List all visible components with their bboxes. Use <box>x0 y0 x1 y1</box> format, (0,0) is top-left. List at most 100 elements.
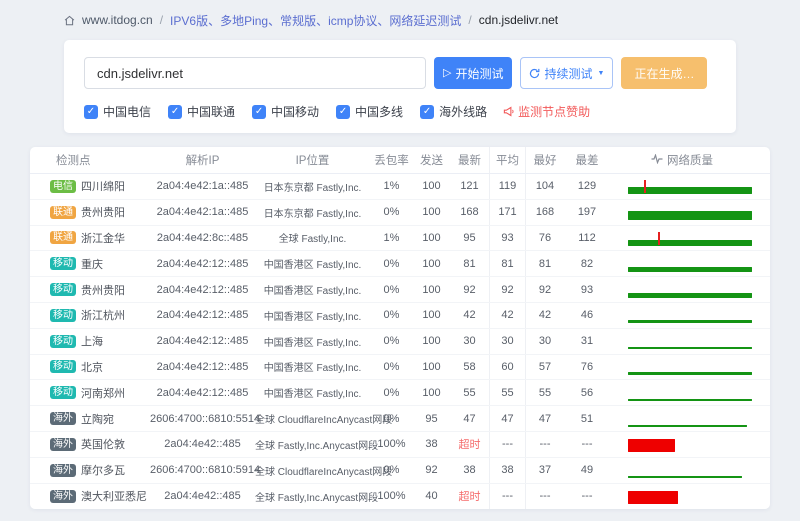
table-row: 移动贵州贵阳2a04:4e42:12::485中国香港区 Fastly,Inc.… <box>30 277 770 303</box>
quality-cell <box>610 333 754 349</box>
generating-button[interactable]: 正在生成… <box>621 57 707 89</box>
loss-rate: 0% <box>370 206 413 218</box>
checkbox-label: 中国联通 <box>187 103 235 120</box>
avg-ms: --- <box>489 484 526 510</box>
quality-cell <box>610 178 754 194</box>
checkbox-checked-icon[interactable]: ✓ <box>420 105 434 119</box>
worst-ms: 31 <box>564 335 610 347</box>
network-quality-bar <box>628 307 752 323</box>
node-location: 立陶宛 <box>81 411 114 427</box>
column-header-1: 解析IP <box>150 152 255 168</box>
resolved-ip: 2606:4700::6810:5514 <box>150 413 255 425</box>
quality-bar-fill <box>628 439 675 452</box>
table-row: 移动上海2a04:4e42:12::485中国香港区 Fastly,Inc.0%… <box>30 329 770 355</box>
quality-cell <box>610 230 754 246</box>
column-header-0: 检测点 <box>46 152 150 168</box>
latest-ms: 30 <box>450 335 489 347</box>
checkbox-checked-icon[interactable]: ✓ <box>168 105 182 119</box>
target-host-input[interactable] <box>84 57 426 89</box>
node-location: 澳大利亚悉尼 <box>81 488 147 504</box>
checkbox-checked-icon[interactable]: ✓ <box>336 105 350 119</box>
worst-ms: 49 <box>564 464 610 476</box>
checkbox-checked-icon[interactable]: ✓ <box>84 105 98 119</box>
best-ms: 92 <box>526 284 564 296</box>
sponsor-label: 监测节点赞助 <box>518 103 590 120</box>
worst-ms: 82 <box>564 258 610 270</box>
table-row: 联通贵州贵阳2a04:4e42:1a::485日本东京都 Fastly,Inc.… <box>30 200 770 226</box>
quality-bar-fill <box>628 320 752 323</box>
worst-ms: 46 <box>564 309 610 321</box>
node-cell: 海外立陶宛 <box>46 411 150 427</box>
node-cell: 移动上海 <box>46 333 150 349</box>
table-body: 电信四川绵阳2a04:4e42:1a::485日本东京都 Fastly,Inc.… <box>30 174 770 509</box>
checkbox-item-1[interactable]: ✓ 中国联通 <box>168 103 235 120</box>
checkbox-label: 中国移动 <box>271 103 319 120</box>
latest-ms: 38 <box>450 464 489 476</box>
quality-cell <box>610 359 754 375</box>
resolved-ip: 2a04:4e42::485 <box>150 490 255 502</box>
sent-count: 100 <box>413 258 450 270</box>
column-header-7: 最好 <box>526 152 564 168</box>
continuous-test-button[interactable]: 持续测试 ▼ <box>520 57 613 89</box>
network-quality-bar <box>628 462 752 478</box>
sent-count: 92 <box>413 464 450 476</box>
quality-bar-fill <box>628 293 752 298</box>
loss-rate: 100% <box>370 490 413 502</box>
latest-ms: 81 <box>450 258 489 270</box>
avg-ms: 38 <box>489 458 526 483</box>
ip-location: 日本东京都 Fastly,Inc. <box>255 179 370 194</box>
loss-rate: 0% <box>370 464 413 476</box>
checkbox-item-2[interactable]: ✓ 中国移动 <box>252 103 319 120</box>
quality-bar-fill <box>628 347 752 349</box>
table-row: 海外澳大利亚悉尼2a04:4e42::485全球 Fastly,Inc.Anyc… <box>30 484 770 510</box>
best-ms: --- <box>526 438 564 450</box>
resolved-ip: 2a04:4e42:8c::485 <box>150 232 255 244</box>
play-icon: ▷ <box>443 68 451 79</box>
ip-location: 中国香港区 Fastly,Inc. <box>255 334 370 349</box>
table-row: 电信四川绵阳2a04:4e42:1a::485日本东京都 Fastly,Inc.… <box>30 174 770 200</box>
best-ms: 42 <box>526 309 564 321</box>
best-ms: 76 <box>526 232 564 244</box>
page-background: www.itdog.cn / IPV6版、多地Ping、常规版、icmp协议、网… <box>0 0 800 521</box>
isp-badge: 移动 <box>50 283 76 296</box>
checkbox-checked-icon[interactable]: ✓ <box>252 105 266 119</box>
loss-rate: 0% <box>370 413 413 425</box>
checkbox-item-0[interactable]: ✓中国电信 <box>84 103 151 120</box>
isp-badge: 移动 <box>50 360 76 373</box>
best-ms: --- <box>526 490 564 502</box>
worst-ms: 93 <box>564 284 610 296</box>
best-ms: 47 <box>526 413 564 425</box>
worst-ms: 76 <box>564 361 610 373</box>
best-ms: 30 <box>526 335 564 347</box>
node-cell: 电信四川绵阳 <box>46 178 150 194</box>
sent-count: 100 <box>413 180 450 192</box>
node-cell: 联通浙江金华 <box>46 230 150 246</box>
loss-rate: 0% <box>370 387 413 399</box>
quality-bar-fill <box>628 240 752 246</box>
test-input-row: ▷ 开始测试 持续测试 ▼ 正在生成… <box>84 57 716 89</box>
network-quality-bar <box>628 385 752 401</box>
sponsor-link[interactable]: 监测节点赞助 <box>503 103 590 120</box>
ip-location: 中国香港区 Fastly,Inc. <box>255 282 370 297</box>
start-test-button[interactable]: ▷ 开始测试 <box>434 57 512 89</box>
table-row: 移动浙江杭州2a04:4e42:12::485中国香港区 Fastly,Inc.… <box>30 303 770 329</box>
quality-bar-fill <box>628 491 678 504</box>
checkbox-item-3[interactable]: ✓中国多线 <box>336 103 403 120</box>
avg-ms: 171 <box>489 200 526 225</box>
resolved-ip: 2606:4700::6810:5914 <box>150 464 255 476</box>
sent-count: 100 <box>413 387 450 399</box>
pulse-icon <box>651 154 663 167</box>
results-table: 检测点解析IPIP位置丢包率发送最新平均最好最差网络质量 电信四川绵阳2a04:… <box>30 147 770 509</box>
breadcrumb-site-link[interactable]: www.itdog.cn <box>82 13 153 27</box>
breadcrumb-separator: / <box>468 13 471 27</box>
column-header-9: 网络质量 <box>610 152 754 168</box>
network-quality-bar <box>628 178 752 194</box>
isp-badge: 移动 <box>50 335 76 348</box>
latency-spike <box>658 232 660 245</box>
table-row: 海外摩尔多瓦2606:4700::6810:5914全球 CloudflareI… <box>30 458 770 484</box>
isp-badge: 海外 <box>50 464 76 477</box>
checkbox-item-4[interactable]: ✓海外线路 <box>420 103 487 120</box>
quality-cell <box>610 411 754 427</box>
ip-location: 中国香港区 Fastly,Inc. <box>255 256 370 271</box>
line-filter-row: ✓中国电信✓中国联通✓中国移动✓中国多线✓海外线路 监测节点赞助 <box>84 103 716 120</box>
